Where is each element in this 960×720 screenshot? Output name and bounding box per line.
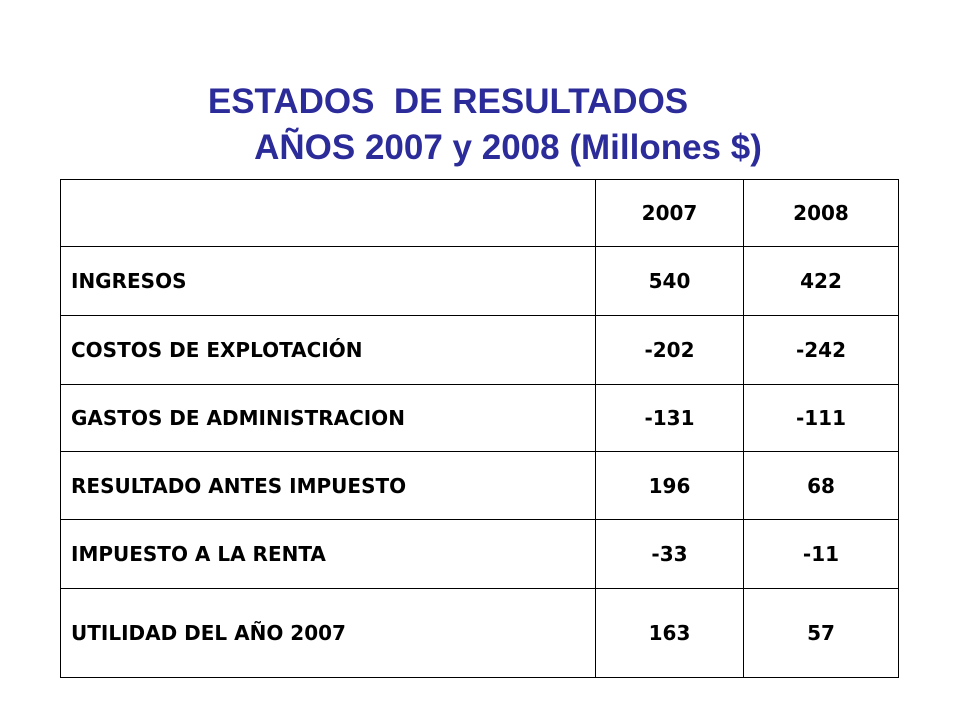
value-2008: -11	[743, 519, 899, 589]
table-row: COSTOS DE EXPLOTACIÓN -202 -242	[60, 315, 899, 385]
header-cell-2008: 2008	[743, 179, 899, 247]
table-row: IMPUESTO A LA RENTA -33 -11	[60, 519, 899, 589]
value-2007: -202	[595, 315, 744, 385]
page-title: ESTADOS DE RESULTADOS	[207, 82, 689, 121]
table-row: UTILIDAD DEL AÑO 2007 163 57	[60, 588, 899, 678]
row-label: UTILIDAD DEL AÑO 2007	[60, 588, 596, 678]
row-label: COSTOS DE EXPLOTACIÓN	[60, 315, 596, 385]
value-2008: 422	[743, 246, 899, 316]
row-label: INGRESOS	[60, 246, 596, 316]
table-row: INGRESOS 540 422	[60, 246, 899, 316]
row-label: IMPUESTO A LA RENTA	[60, 519, 596, 589]
header-cell-2007: 2007	[595, 179, 744, 247]
value-2007: 196	[595, 451, 744, 520]
income-statement-table: 2007 2008 INGRESOS 540 422 COSTOS DE EXP…	[60, 179, 899, 678]
page-subtitle: AÑOS 2007 y 2008 (Millones $)	[254, 128, 762, 167]
row-label: GASTOS DE ADMINISTRACION	[60, 384, 596, 452]
value-2007: 163	[595, 588, 744, 678]
value-2008: 68	[743, 451, 899, 520]
header-cell-blank	[60, 179, 596, 247]
value-2007: 540	[595, 246, 744, 316]
value-2008: 57	[743, 588, 899, 678]
table-row: GASTOS DE ADMINISTRACION -131 -111	[60, 384, 899, 452]
table-header-row: 2007 2008	[60, 179, 899, 247]
table-row: RESULTADO ANTES IMPUESTO 196 68	[60, 451, 899, 520]
value-2008: -111	[743, 384, 899, 452]
value-2008: -242	[743, 315, 899, 385]
value-2007: -33	[595, 519, 744, 589]
row-label: RESULTADO ANTES IMPUESTO	[60, 451, 596, 520]
value-2007: -131	[595, 384, 744, 452]
